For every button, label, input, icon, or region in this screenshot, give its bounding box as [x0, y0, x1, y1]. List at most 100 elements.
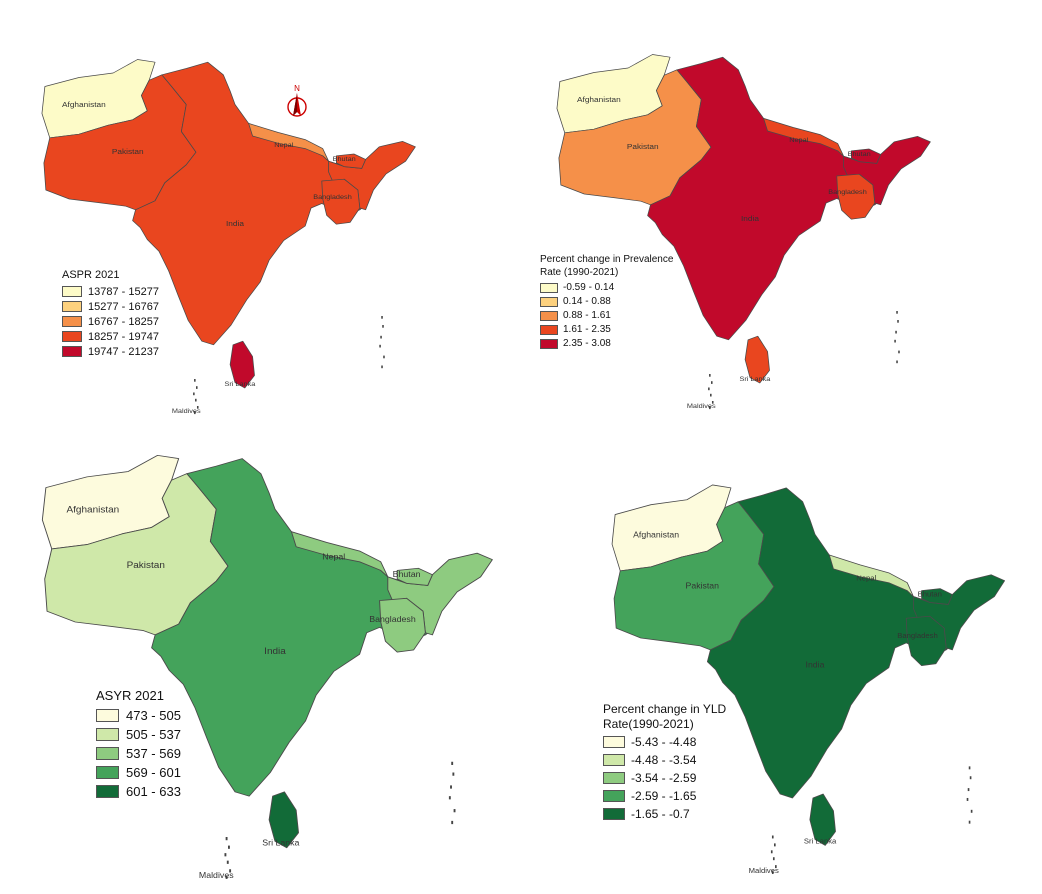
label-nepal: Nepal [856, 574, 876, 583]
andaman-island [967, 788, 970, 792]
andaman-island [380, 335, 382, 339]
legend-label: 569 - 601 [126, 765, 181, 781]
legend-item: 2.35 - 3.08 [540, 338, 673, 349]
region-nepal [248, 123, 329, 162]
label-maldives: Maldives [749, 866, 780, 875]
legend-label: 537 - 569 [126, 746, 181, 762]
label-srilanka: Sri Lanka [224, 381, 255, 388]
legend-item: 505 - 537 [96, 727, 181, 742]
legend-item: 537 - 569 [96, 746, 181, 761]
legend-aspr: ASPR 2021 13787 - 15277 15277 - 16767 1676… [62, 269, 159, 361]
andaman-island [969, 776, 972, 780]
region-bhutan [396, 567, 433, 586]
legend-swatch [62, 286, 82, 298]
legend-swatch [603, 772, 625, 784]
legend-label: 505 - 537 [126, 727, 181, 743]
maldives-island [196, 386, 198, 389]
maldives-island [228, 845, 230, 849]
legend-swatch [603, 736, 625, 748]
legend-label: 0.88 - 1.61 [563, 310, 611, 321]
legend-label: 19747 - 21237 [88, 345, 159, 358]
legend-asyr: ASYR 2021 473 - 505 505 - 537 537 - 569 569… [96, 688, 181, 803]
legend-label: -2.59 - -1.65 [631, 789, 697, 803]
andaman-island [451, 820, 454, 825]
andaman-island [379, 344, 381, 348]
andaman-island [894, 339, 896, 343]
andaman-island [448, 796, 451, 800]
label-maldives: Maldives [199, 870, 234, 880]
region-bhutan [851, 148, 882, 164]
maldives-island [194, 411, 196, 415]
label-bangladesh: Bangladesh [828, 189, 867, 196]
legend-swatch [96, 709, 119, 723]
label-india: India [264, 647, 286, 658]
label-maldives: Maldives [687, 403, 716, 410]
region-srilanka [268, 791, 299, 849]
maldives-island [193, 392, 195, 396]
maldives-island [709, 374, 711, 377]
legend-title: ASYR 2021 [96, 688, 164, 703]
map-panel-prevalence-change: Afghanistan Pakistan India Nepal Bhutan Bangl… [540, 50, 945, 410]
region-bangladesh [836, 173, 876, 220]
maldives-island [224, 853, 227, 857]
legend-item: 601 - 633 [96, 784, 181, 799]
andaman-island [453, 809, 456, 813]
north-arrow-icon: N [284, 83, 310, 123]
legend-item: 0.14 - 0.88 [540, 296, 673, 307]
maldives-island [226, 860, 229, 864]
maldives-island [772, 857, 775, 861]
label-india: India [806, 660, 825, 670]
legend-label: 1.61 - 2.35 [563, 324, 611, 335]
legend-item: -4.48 - -3.54 [603, 753, 726, 767]
legend-swatch [603, 754, 625, 766]
maldives-island [711, 381, 713, 384]
label-afghanistan: Afghanistan [67, 505, 120, 516]
region-bhutan [921, 588, 953, 605]
legend-swatch [540, 296, 558, 307]
legend-label: 18257 - 19747 [88, 330, 159, 343]
maldives-island [710, 393, 712, 397]
label-pakistan: Pakistan [686, 581, 720, 591]
region-bhutan [336, 153, 367, 169]
legend-swatch [62, 301, 82, 313]
andaman-island [452, 772, 455, 776]
map-panel-asyr: Afghanistan Pakistan India Nepal Bhutan Bangl… [40, 450, 510, 880]
maldives-island [708, 387, 710, 391]
legend-item: 18257 - 19747 [62, 331, 159, 343]
region-bangladesh [321, 178, 361, 225]
andaman-island [896, 360, 898, 364]
maldives-island [225, 837, 228, 841]
map-aspr: Afghanistan Pakistan India Nepal Bhutan Bangl… [41, 59, 416, 415]
region-nepal [763, 118, 844, 157]
legend-label: 13787 - 15277 [88, 285, 159, 298]
label-bangladesh: Bangladesh [369, 614, 416, 624]
legend-swatch [540, 310, 558, 321]
region-srilanka [744, 335, 770, 384]
region-nepal [290, 531, 389, 578]
label-bhutan: Bhutan [333, 156, 356, 163]
label-bhutan: Bhutan [848, 151, 871, 158]
legend-title: Percent change in YLD Rate(1990-2021) [603, 702, 727, 731]
legend-swatch [96, 747, 119, 761]
legend-swatch [540, 282, 558, 293]
label-pakistan: Pakistan [112, 147, 144, 156]
andaman-island [381, 365, 383, 369]
legend-item: -0.59 - 0.14 [540, 282, 673, 293]
map-panel-aspr: Afghanistan Pakistan India Nepal Bhutan Bangl… [40, 55, 430, 415]
andaman-island [895, 330, 897, 334]
legend-item: 473 - 505 [96, 708, 181, 723]
andaman-island [970, 809, 973, 813]
legend-title: Percent change in Prevalence Rate (1990-… [540, 254, 674, 278]
legend-swatch [96, 766, 119, 780]
label-pakistan: Pakistan [127, 561, 165, 572]
label-afghanistan: Afghanistan [633, 529, 679, 539]
north-arrow-label: N [294, 84, 300, 93]
legend-swatch [62, 316, 82, 328]
legend-label: -5.43 - -4.48 [631, 735, 697, 749]
label-srilanka: Sri Lanka [262, 838, 300, 848]
legend-item: 0.88 - 1.61 [540, 310, 673, 321]
legend-label: -0.59 - 0.14 [563, 282, 615, 293]
label-srilanka: Sri Lanka [739, 376, 770, 383]
legend-swatch [62, 331, 82, 343]
label-afghanistan: Afghanistan [62, 100, 106, 109]
